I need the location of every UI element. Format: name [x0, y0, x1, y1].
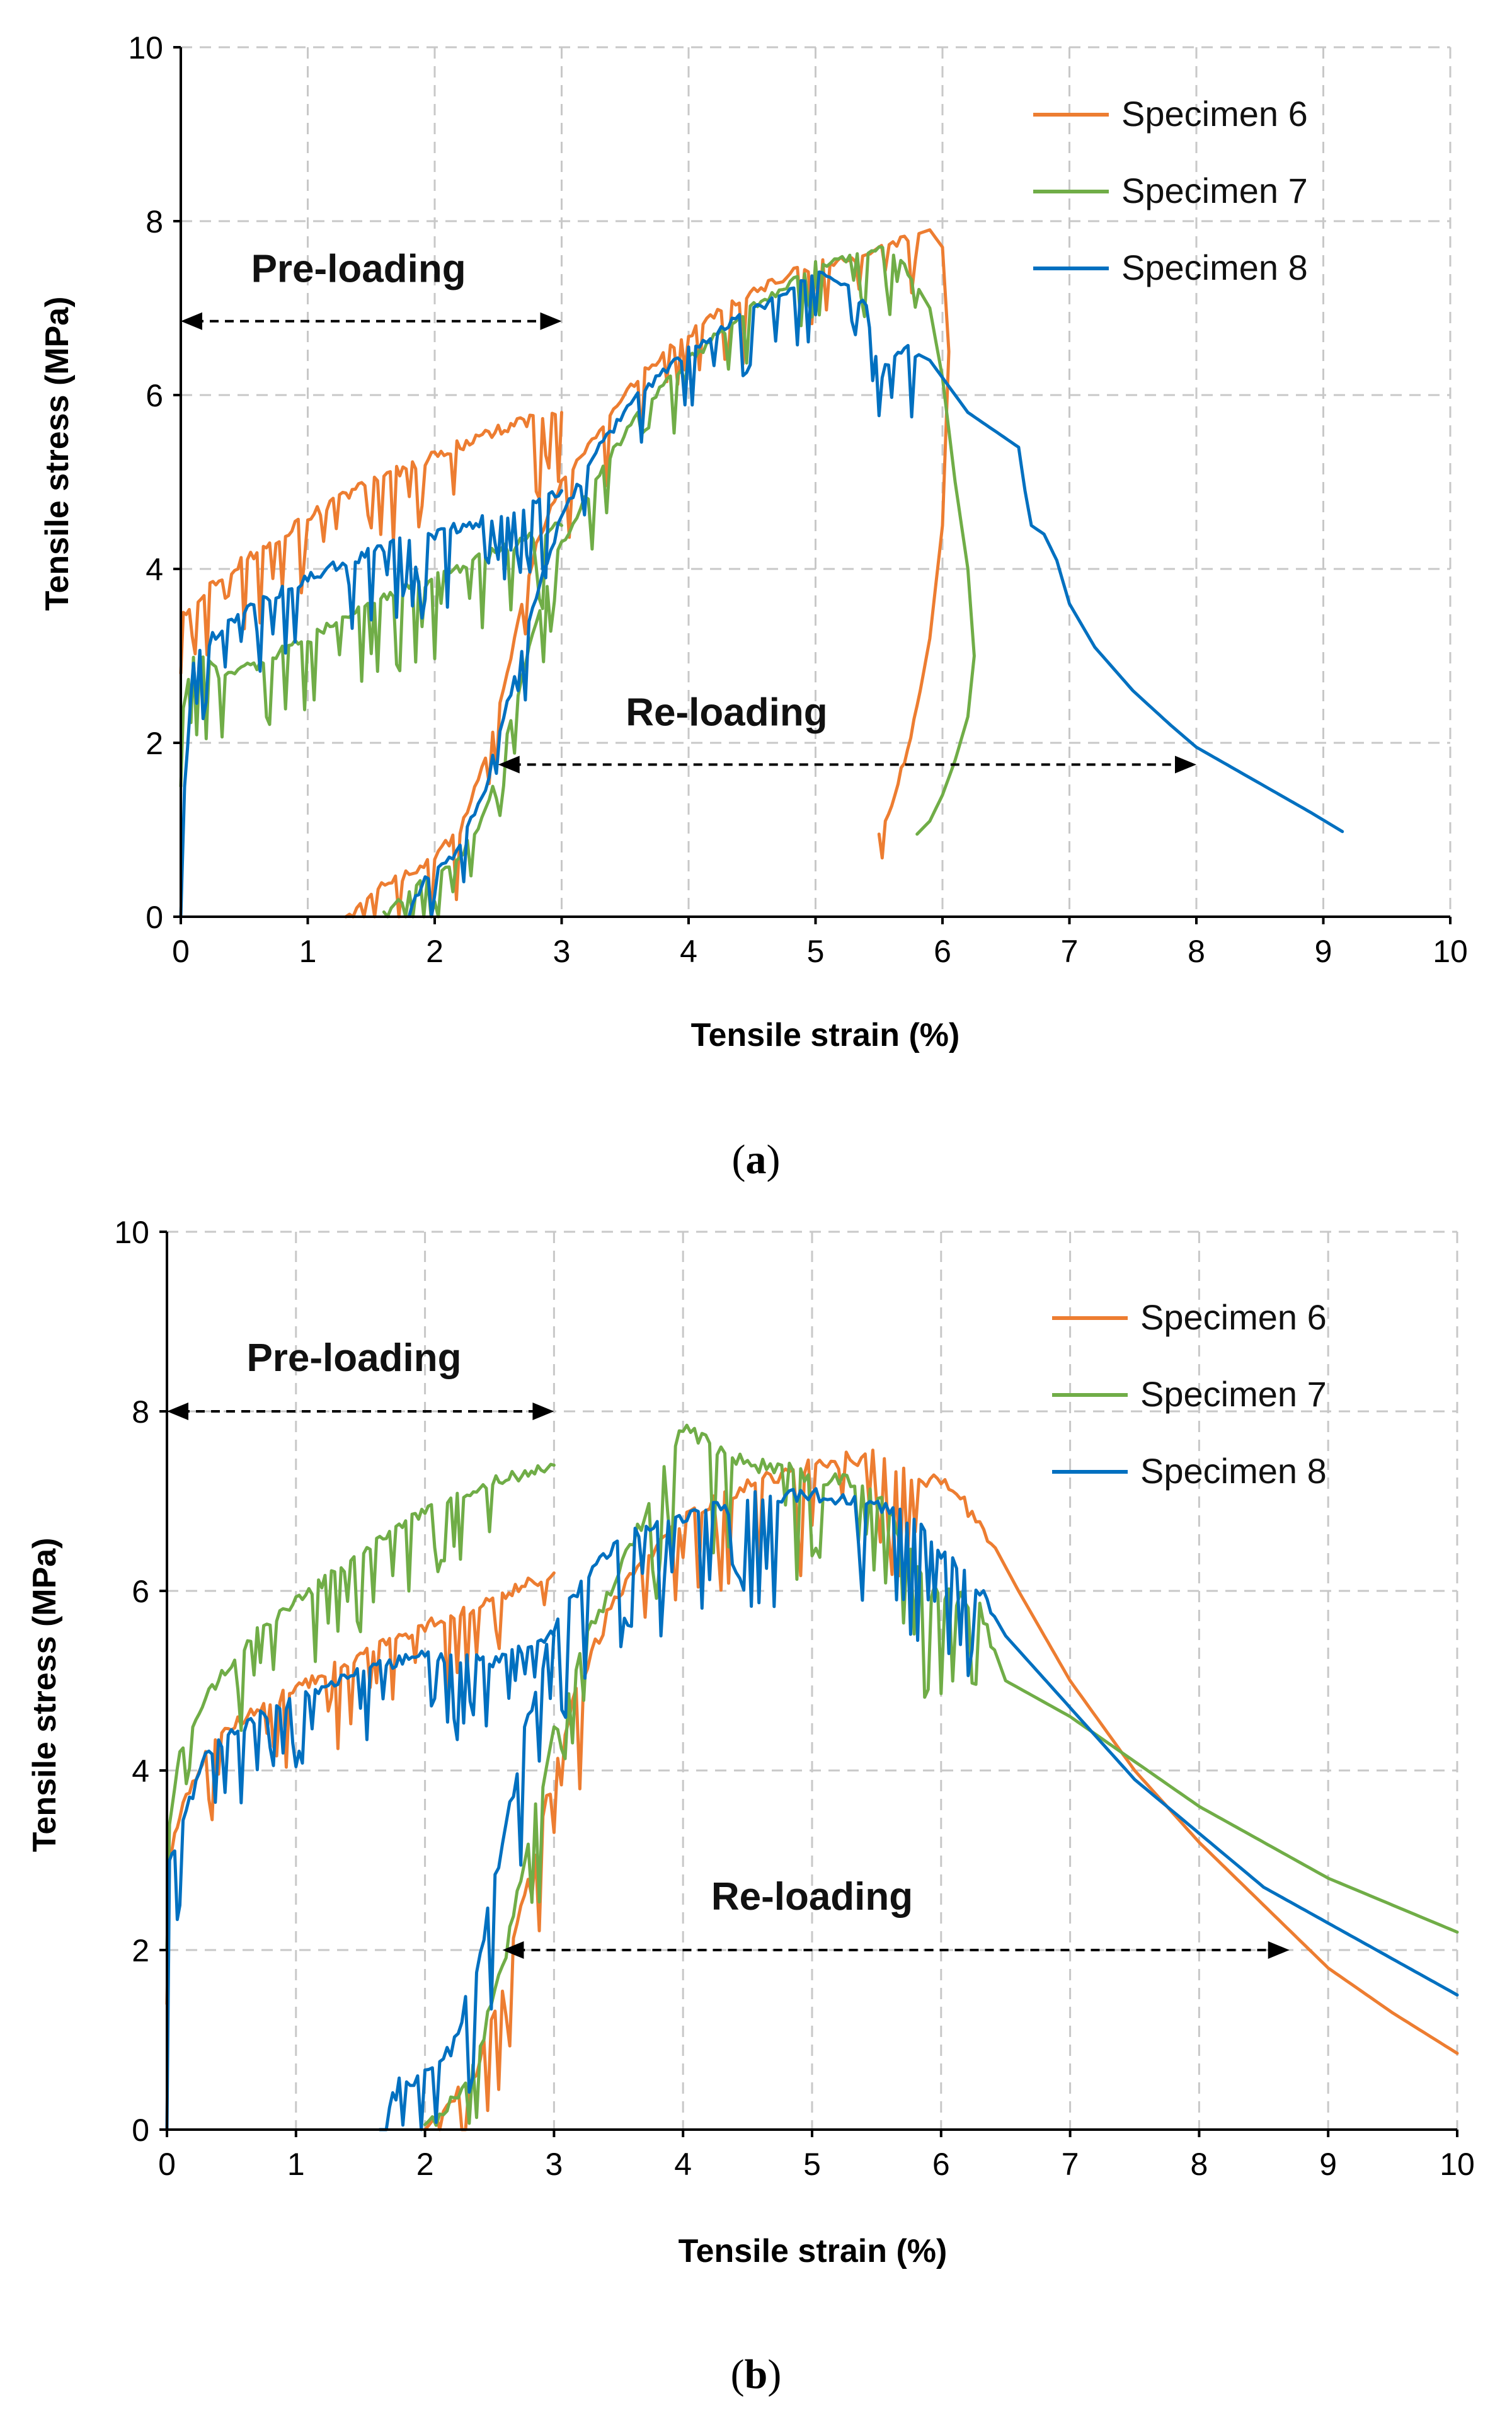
series-line-specimen-7-preloading	[165, 1462, 556, 1952]
legend-label-specimen-6: Specimen 6	[1140, 1297, 1327, 1337]
x-axis-title: Tensile strain (%)	[679, 2233, 948, 2269]
y-tick-label: 6	[132, 1574, 149, 1609]
x-tick-label: 9	[1319, 2147, 1337, 2182]
y-axis-title: Tensile stress (MPa)	[39, 296, 76, 611]
caption-a-letter: a	[746, 1137, 767, 1183]
y-tick-label: 8	[132, 1394, 149, 1430]
x-tick-label: 10	[1433, 934, 1468, 969]
y-tick-label: 0	[132, 2113, 149, 2148]
x-tick-label: 4	[674, 2147, 692, 2182]
y-tick-label: 2	[132, 1933, 149, 1968]
chart-panel-b: 0 1 2 3 4 5 6 7 8 9 10 0 2 4 6 8 10 Pre-loading Re-loadin…	[26, 1215, 1475, 2397]
legend-label-specimen-6: Specimen 6	[1121, 94, 1308, 134]
y-tick-label: 0	[146, 900, 163, 935]
y-tick-label: 10	[114, 1215, 149, 1250]
annotation-re-loading: Re-loading	[626, 691, 827, 734]
series-line-specimen-8-reloading	[378, 1487, 1459, 2132]
x-tick-label: 7	[1062, 2147, 1079, 2182]
x-tick-label: 3	[545, 2147, 563, 2182]
series-line-specimen-7-reloading	[382, 245, 976, 919]
series-line-specimen-8-reloading	[408, 270, 1344, 919]
x-tick-label: 2	[416, 2147, 434, 2182]
annotation-pre-loading: Pre-loading	[251, 248, 466, 291]
x-tick-label: 8	[1188, 934, 1205, 969]
x-tick-label: 1	[299, 934, 317, 969]
x-tick-label: 5	[807, 934, 825, 969]
arrow-head-left	[181, 312, 202, 330]
y-tick-label: 4	[146, 552, 163, 587]
series-line-specimen-6-preloading	[165, 1571, 556, 2005]
x-tick-label: 2	[426, 934, 444, 969]
arrow-head-left	[498, 755, 520, 774]
arrow-head-right	[532, 1403, 554, 1420]
arrow-head-right	[540, 312, 562, 330]
y-tick-label: 8	[146, 204, 163, 239]
y-axis-title: Tensile stress (MPa)	[26, 1537, 63, 1852]
x-tick-label: 1	[287, 2147, 305, 2182]
series-line-specimen-7-reloading	[423, 1423, 1459, 2127]
legend-label-specimen-8: Specimen 8	[1140, 1451, 1327, 1491]
x-tick-label: 10	[1440, 2147, 1475, 2182]
caption-b-letter: b	[745, 2351, 768, 2397]
series-line-specimen-8-preloading	[165, 1629, 556, 2132]
legend-label-specimen-7: Specimen 7	[1121, 171, 1308, 210]
series-line-specimen-8-preloading	[179, 489, 563, 919]
x-tick-label: 5	[803, 2147, 821, 2182]
y-tick-label: 2	[146, 726, 163, 761]
chart-panel-a: 0 1 2 3 4 5 6 7 8 9 10 0 2 4 6 8 10 Pre-loading Re-loadin…	[39, 30, 1468, 1183]
caption-a: (a)	[732, 1137, 781, 1183]
series-line-specimen-6-preloading	[179, 411, 563, 675]
legend-label-specimen-8: Specimen 8	[1121, 248, 1308, 287]
x-tick-label: 0	[172, 934, 190, 969]
x-tick-label: 4	[680, 934, 697, 969]
annotation-re-loading: Re-loading	[711, 1875, 913, 1919]
y-tick-label: 6	[146, 378, 163, 413]
x-tick-label: 8	[1190, 2147, 1208, 2182]
arrow-head-right	[1175, 755, 1196, 774]
x-axis-title: Tensile strain (%)	[691, 1017, 960, 1053]
x-tick-label: 9	[1315, 934, 1332, 969]
series-line-specimen-6-reloading	[423, 1449, 1459, 2132]
x-tick-label: 7	[1061, 934, 1079, 969]
x-tick-label: 6	[934, 934, 951, 969]
legend-label-specimen-7: Specimen 7	[1140, 1374, 1327, 1414]
arrow-head-right	[1268, 1941, 1290, 1959]
annotation-pre-loading: Pre-loading	[246, 1336, 461, 1380]
x-tick-label: 3	[553, 934, 571, 969]
arrow-head-left	[167, 1403, 188, 1420]
arrow-head-left	[502, 1941, 524, 1959]
x-tick-label: 0	[158, 2147, 176, 2182]
x-tick-label: 6	[932, 2147, 950, 2182]
y-tick-label: 10	[128, 30, 163, 66]
y-tick-label: 4	[132, 1753, 149, 1789]
caption-b: (b)	[731, 2351, 782, 2397]
